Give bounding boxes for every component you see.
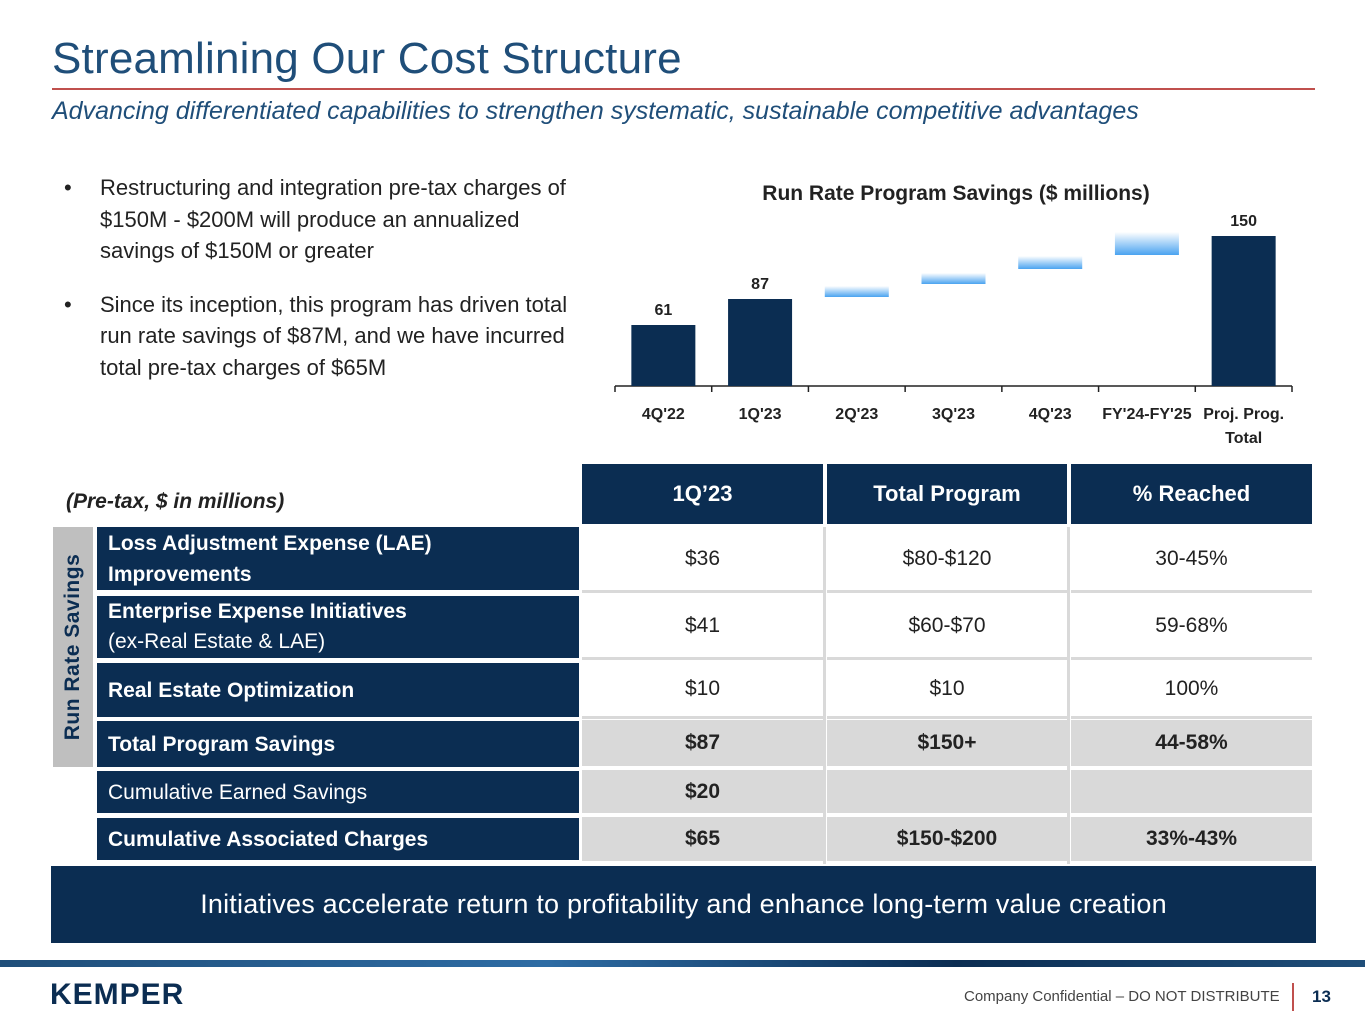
bar-6 <box>1211 236 1276 386</box>
x-tick-label: FY'24-FY'25 <box>1102 406 1192 423</box>
table-cell: $36 <box>582 527 823 593</box>
row-label-cumulative-charges: Cumulative Associated Charges <box>97 818 579 860</box>
bullet-item: • Since its inception, this program has … <box>62 289 582 384</box>
x-tick-label: 2Q'23 <box>835 406 878 423</box>
column-divider <box>823 527 826 864</box>
x-tick-label: 4Q'23 <box>1029 406 1072 423</box>
row-label-bold: Enterprise Expense Initiatives <box>108 600 407 623</box>
column-header-total-program: Total Program <box>827 464 1067 524</box>
row-label-cumulative-earned: Cumulative Earned Savings <box>97 771 579 813</box>
data-label: 61 <box>654 302 672 319</box>
table-cell <box>1071 770 1312 816</box>
table-cell: 44-58% <box>1071 720 1312 769</box>
x-tick-label: 4Q'22 <box>642 406 685 423</box>
row-label-enterprise-expense: Enterprise Expense Initiatives (ex-Real … <box>97 596 579 658</box>
table-cell: $150-$200 <box>827 817 1067 864</box>
table-cell <box>827 770 1067 816</box>
run-rate-savings-side-label: Run Rate Savings <box>53 527 93 767</box>
table-cell: $87 <box>582 720 823 769</box>
table-cell: $80-$120 <box>827 527 1067 593</box>
x-tick-label: 1Q'23 <box>739 406 782 423</box>
projected-bar-4 <box>1018 256 1083 269</box>
confidential-notice: Company Confidential – DO NOT DISTRIBUTE <box>964 988 1280 1005</box>
column-header-quarter: 1Q’23 <box>582 464 823 524</box>
row-label-normal: (ex-Real Estate & LAE) <box>108 630 326 653</box>
page-number: 13 <box>1312 987 1331 1006</box>
footer-divider <box>1292 983 1294 1011</box>
row-label-total-program-savings: Total Program Savings <box>97 721 579 767</box>
title-divider <box>52 88 1315 90</box>
x-tick-label: 3Q'23 <box>932 406 975 423</box>
table-cell: 33%-43% <box>1071 817 1312 864</box>
row-label-lae: Loss Adjustment Expense (LAE) Improvemen… <box>97 527 579 590</box>
table-cell: $20 <box>582 770 823 816</box>
table-cell: $10 <box>582 661 823 719</box>
row-label-bold: Total Program Savings <box>108 732 336 756</box>
projected-bar-2 <box>824 286 889 297</box>
projected-bar-3 <box>921 273 986 284</box>
row-label-normal: Cumulative Earned Savings <box>108 780 368 804</box>
table-cell: $65 <box>582 817 823 864</box>
table-cell: 100% <box>1071 661 1312 719</box>
savings-chart: Run Rate Program Savings ($ millions) 61… <box>590 170 1310 460</box>
projected-bar-5 <box>1114 232 1179 255</box>
data-label: 87 <box>751 276 769 293</box>
row-label-real-estate: Real Estate Optimization <box>97 663 579 717</box>
row-label-bold: Cumulative Associated Charges <box>108 827 429 851</box>
column-header-percent-reached: % Reached <box>1071 464 1312 524</box>
kemper-logo: KEMPER <box>50 978 185 1011</box>
summary-banner: Initiatives accelerate return to profita… <box>51 866 1316 943</box>
x-tick-label: Proj. Prog. <box>1203 406 1284 423</box>
table-cell: $10 <box>827 661 1067 719</box>
side-label-text: Run Rate Savings <box>61 553 84 741</box>
row-label-bold: Real Estate Optimization <box>108 678 355 702</box>
bullet-text: Since its inception, this program has dr… <box>100 291 568 380</box>
row-label-bold: Loss Adjustment Expense (LAE) Improvemen… <box>108 531 432 586</box>
page-subtitle: Advancing differentiated capabilities to… <box>52 97 1139 125</box>
table-cell: 59-68% <box>1071 594 1312 660</box>
bar-0 <box>631 325 696 386</box>
table-cell: $41 <box>582 594 823 660</box>
bar-1 <box>728 299 793 386</box>
savings-chart-svg: Run Rate Program Savings ($ millions) 61… <box>614 182 1293 447</box>
page-title: Streamlining Our Cost Structure <box>52 34 682 83</box>
table-cell: $60-$70 <box>827 594 1067 660</box>
bullet-dot-icon: • <box>64 291 72 317</box>
bullet-dot-icon: • <box>64 175 72 200</box>
bullet-text: Restructuring and integration pre-tax ch… <box>100 175 566 263</box>
table-cell: 30-45% <box>1071 527 1312 593</box>
column-divider <box>1067 527 1070 864</box>
bullet-list: • Restructuring and integration pre-tax … <box>62 172 582 405</box>
data-label: 150 <box>1230 213 1257 230</box>
bullet-item: • Restructuring and integration pre-tax … <box>62 172 582 267</box>
x-tick-label: Total <box>1225 430 1262 447</box>
table-units-label: (Pre-tax, $ in millions) <box>66 490 285 513</box>
chart-title: Run Rate Program Savings ($ millions) <box>762 182 1149 205</box>
table-cell: $150+ <box>827 720 1067 769</box>
footer-band <box>0 960 1365 967</box>
